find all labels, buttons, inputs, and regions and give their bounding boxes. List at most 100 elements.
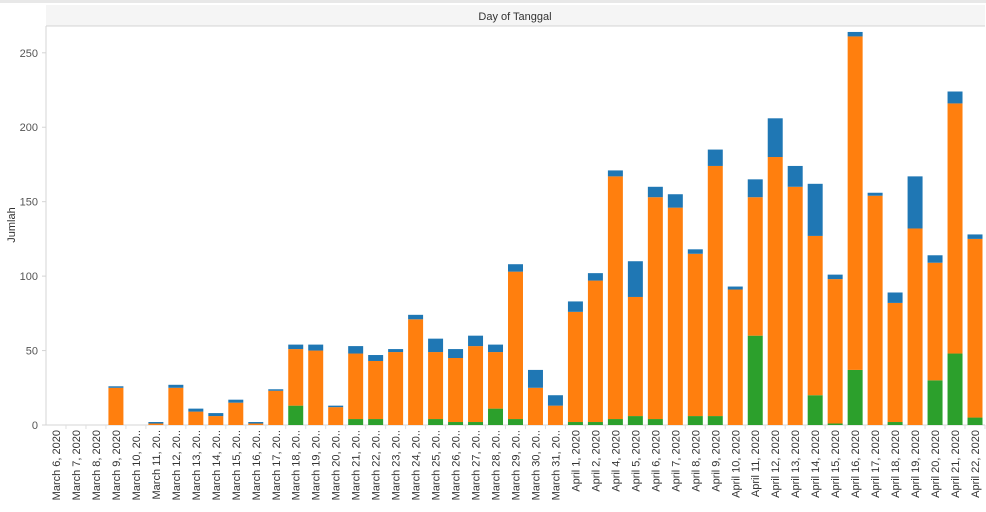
bar-blue	[707, 149, 723, 166]
bar-green	[587, 422, 603, 425]
bar-blue	[687, 249, 703, 254]
bar-orange	[428, 352, 444, 420]
x-tick-label: April 14, 2020	[810, 430, 822, 498]
bar-orange	[847, 36, 863, 370]
x-tick-label: March 8, 2020	[91, 430, 103, 500]
bar-green	[707, 416, 723, 425]
bar-blue	[947, 91, 963, 104]
top-strip	[0, 0, 986, 3]
bar-green	[468, 422, 484, 425]
bar-orange	[567, 311, 583, 423]
bar-green	[567, 422, 583, 425]
x-tick-label: March 9, 2020	[111, 430, 123, 500]
x-tick-label: April 1, 2020	[570, 430, 582, 492]
x-tick-label: April 7, 2020	[670, 430, 682, 492]
bar-blue	[508, 264, 523, 272]
bar-blue	[887, 292, 903, 303]
y-tick-label: 100	[20, 271, 38, 283]
x-tick-label: March 31, 20..	[550, 430, 562, 500]
bar-blue	[428, 338, 444, 353]
bar-blue	[448, 349, 464, 359]
bar-orange	[827, 279, 843, 424]
x-tick-label: April 8, 2020	[690, 430, 702, 492]
bar-orange	[508, 271, 523, 420]
bar-blue	[368, 355, 384, 361]
x-tick-label: March 24, 20..	[411, 430, 423, 500]
header-band	[46, 5, 985, 26]
y-tick-label: 0	[32, 420, 38, 432]
x-tick-label: April 11, 2020	[750, 430, 762, 497]
bar-blue	[787, 165, 803, 187]
bar-green	[887, 422, 903, 425]
bar-orange	[248, 423, 264, 425]
y-tick-label: 200	[20, 122, 38, 134]
x-tick-label: March 19, 20..	[311, 430, 323, 500]
bar-orange	[547, 405, 563, 425]
bar-blue	[647, 186, 663, 198]
bar-orange	[288, 349, 304, 406]
x-tick-label: March 25, 20..	[431, 430, 443, 500]
bar-orange	[228, 402, 244, 425]
x-tick-label: April 22, 2020	[970, 430, 982, 498]
bar-blue	[827, 274, 843, 280]
bar-green	[807, 395, 823, 425]
bar-blue	[867, 192, 883, 196]
bar-blue	[248, 422, 264, 424]
x-tick-label: April 10, 2020	[730, 430, 742, 498]
bar-green	[508, 419, 523, 425]
bar-orange	[687, 253, 703, 417]
bar-green	[428, 419, 444, 425]
x-tick-label: April 20, 2020	[930, 430, 942, 498]
x-tick-label: March 12, 20..	[171, 430, 183, 500]
bar-orange	[188, 411, 204, 425]
x-tick-label: April 16, 2020	[850, 430, 862, 498]
bar-blue	[767, 118, 783, 158]
bar-green	[847, 369, 863, 425]
x-tick-label: March 10, 20..	[131, 430, 143, 500]
bar-blue	[188, 408, 204, 412]
bar-orange	[388, 352, 404, 425]
x-tick-label: April 5, 2020	[630, 430, 642, 492]
bar-blue	[328, 405, 344, 408]
bar-orange	[787, 186, 803, 425]
bar-blue	[587, 273, 603, 281]
x-tick-label: March 7, 2020	[71, 430, 83, 500]
bar-green	[827, 423, 843, 425]
bar-green	[368, 419, 384, 425]
bar-blue	[907, 176, 923, 229]
bar-green	[927, 380, 943, 425]
bar-blue	[388, 349, 404, 353]
bar-orange	[328, 407, 344, 425]
bar-blue	[348, 346, 364, 354]
bar-blue	[627, 261, 643, 297]
bar-blue	[268, 389, 284, 391]
bar-orange	[208, 416, 224, 425]
bar-blue	[208, 413, 224, 417]
bar-green	[348, 419, 364, 425]
bar-blue	[308, 344, 324, 351]
bar-blue	[727, 286, 743, 290]
bar-blue	[148, 422, 164, 424]
x-tick-label: April 21, 2020	[950, 430, 962, 498]
x-tick-label: March 16, 20..	[251, 430, 263, 500]
bar-blue	[527, 369, 543, 388]
bar-orange	[927, 262, 943, 381]
x-tick-label: April 17, 2020	[870, 430, 882, 498]
bar-orange	[408, 319, 424, 425]
bar-orange	[488, 352, 504, 409]
bar-orange	[807, 235, 823, 396]
y-tick-label: 50	[26, 346, 38, 358]
bar-green	[607, 419, 623, 425]
bar-green	[967, 417, 983, 425]
bar-blue	[228, 399, 244, 403]
x-tick-label: April 19, 2020	[910, 430, 922, 498]
bar-blue	[408, 314, 424, 320]
x-tick-label: March 21, 20..	[351, 430, 363, 500]
x-tick-label: March 28, 20..	[491, 430, 503, 500]
bar-orange	[627, 296, 643, 417]
bar-green	[627, 416, 643, 425]
bar-orange	[607, 176, 623, 420]
y-tick-label: 250	[20, 48, 38, 60]
bar-blue	[967, 234, 983, 239]
